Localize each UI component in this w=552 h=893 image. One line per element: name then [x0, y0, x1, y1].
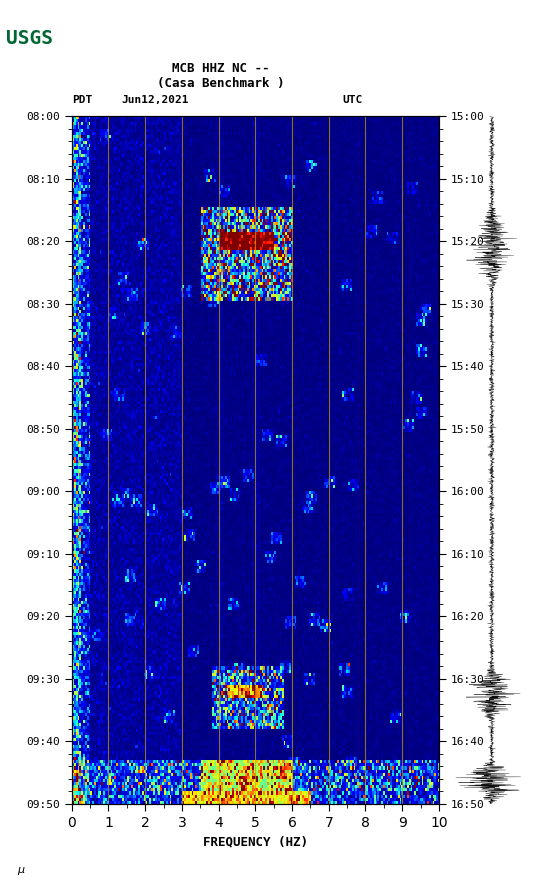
- Text: PDT: PDT: [72, 96, 92, 105]
- Text: (Casa Benchmark ): (Casa Benchmark ): [157, 77, 284, 90]
- Text: $\mu$: $\mu$: [17, 865, 25, 877]
- Text: MCB HHZ NC --: MCB HHZ NC --: [172, 62, 269, 75]
- X-axis label: FREQUENCY (HZ): FREQUENCY (HZ): [203, 835, 308, 848]
- Text: USGS: USGS: [6, 29, 52, 48]
- Text: UTC: UTC: [342, 96, 363, 105]
- Text: Jun12,2021: Jun12,2021: [121, 96, 189, 105]
